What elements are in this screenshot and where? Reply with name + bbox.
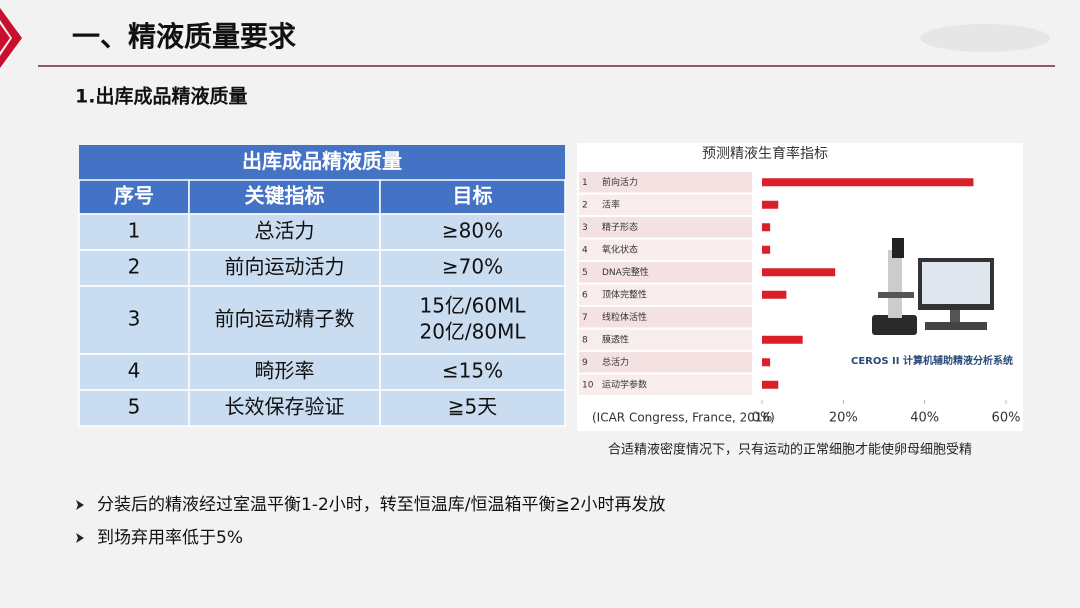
category-label: DNA完整性 [602,266,649,278]
cell-text: 4 [128,359,141,383]
chart-source: (ICAR Congress, France, 2016) [592,411,775,425]
x-tick-label: 40% [910,411,939,426]
category-number: 4 [582,245,588,255]
microscope-base [872,315,917,335]
column-header: 目标 [453,184,493,208]
label-cell [579,329,752,350]
cell-text: ≥80% [442,219,503,243]
table-cell [188,389,381,427]
category-number: 10 [582,380,594,390]
bullet-text: 分装后的精液经过室温平衡1-2小时，转至恒温库/恒温箱平衡≧2小时再发放 [97,495,666,515]
category-label: 线粒体活性 [602,311,647,323]
category-label: 运动学参数 [602,378,647,390]
microscope-image [872,238,994,335]
category-number: 8 [582,335,588,345]
label-cell [579,284,752,305]
cell-text: 总活力 [255,219,315,243]
label-cell [579,262,752,283]
image-caption: CEROS II 计算机辅助精液分析系统 [851,354,1013,367]
cell-text: 2 [128,255,141,279]
header-cell [188,179,381,215]
x-tick-label: 0% [752,411,773,426]
table-cell [379,389,566,427]
stage [878,292,914,298]
category-number: 7 [582,313,588,323]
blurred-logo [920,24,1050,52]
category-number: 6 [582,290,588,300]
bar [762,223,771,232]
category-number: 5 [582,268,588,278]
bullet-arrow [76,500,84,510]
table-cell [379,353,566,391]
table-title: 出库成品精液质量 [242,149,402,173]
bar [762,290,787,299]
cell-text: 1 [128,219,141,243]
category-number: 9 [582,358,588,368]
cell-text: 前向运动活力 [225,255,345,279]
category-label: 总活力 [602,356,629,368]
label-cell [579,374,752,395]
table-cell [188,285,381,355]
bar [762,335,803,344]
table-cell [78,389,190,427]
slide-title: 一、精液质量要求 [72,20,296,53]
chart-title: 预测精液生育率指标 [702,145,828,162]
category-number: 3 [582,223,588,233]
table-cell [78,285,190,355]
monitor-stand [950,310,960,322]
cell-text: 20亿/80ML [419,320,526,344]
cell-text: ≧5天 [448,395,497,419]
category-label: 精子形态 [602,221,638,233]
x-tick-label: 60% [992,411,1021,426]
header-cell [78,179,190,215]
cell-text: 前向运动精子数 [215,307,355,331]
cell-text: ≤15% [442,359,503,383]
table-title-cell [79,145,565,180]
category-label: 氧化状态 [602,243,638,255]
category-label: 活率 [602,198,620,210]
label-cell [579,194,752,215]
microscope-arm [888,250,902,318]
cell-text: 5 [128,395,141,419]
label-cell [579,217,752,238]
bar [762,268,836,277]
chevron-inner [0,24,10,52]
cell-text: ≥70% [442,255,503,279]
table-cell [379,285,566,355]
cell-text: 长效保存验证 [225,395,345,419]
category-number: 1 [582,178,588,188]
cell-text: 畸形率 [255,359,315,383]
table-cell [78,249,190,287]
category-label: 膜透性 [602,333,629,345]
cell-text: 15亿/60ML [419,294,526,318]
table-cell [379,249,566,287]
x-tick-label: 20% [829,411,858,426]
bar [762,245,771,254]
column-header: 序号 [114,184,154,208]
screen [922,262,990,304]
column-header: 关键指标 [245,184,325,208]
category-label: 顶体完整性 [602,288,647,300]
table-cell [379,213,566,251]
bar [762,358,771,367]
label-cell [579,172,752,193]
bar [762,200,779,209]
category-number: 2 [582,200,588,210]
label-cell [579,352,752,373]
bullet-arrow [76,533,84,543]
label-cell [579,239,752,260]
bar [762,380,779,389]
keyboard [925,322,987,330]
label-cell [579,307,752,328]
cell-text: 3 [128,307,141,331]
bullet-text: 到场弃用率低于5% [97,528,243,548]
chart-caption: 合适精液密度情况下，只有运动的正常细胞才能使卵母细胞受精 [608,442,972,458]
camera [892,238,904,258]
category-label: 前向活力 [602,176,638,188]
chevron [0,8,22,68]
bar [762,178,974,187]
section-title: 1.出库成品精液质量 [75,85,247,108]
